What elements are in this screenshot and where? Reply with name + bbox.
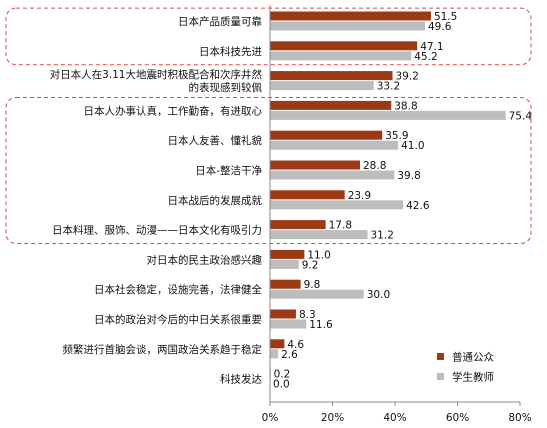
bar-public-11 (270, 339, 285, 349)
value-label-public-6: 23.9 (348, 190, 371, 202)
bar-public-7 (270, 220, 326, 230)
value-label-students-10: 11.6 (309, 319, 333, 331)
bar-public-0 (270, 11, 431, 21)
value-label-students-2: 33.2 (377, 81, 400, 93)
x-tick-label-3: 60% (446, 412, 469, 424)
x-axis: 0% 20% 40% 60% 80% (262, 5, 532, 424)
value-label-public-11: 4.6 (287, 339, 304, 351)
bar-public-3 (270, 100, 392, 110)
bar-students-5 (270, 170, 395, 180)
category-label-10: 日本的政治对今后的中日关系很重要 (94, 313, 262, 326)
category-label-7: 日本料理、服饰、动漫——日本文化有吸引力 (52, 224, 262, 237)
value-label-public-7: 17.8 (329, 220, 352, 232)
value-label-students-7: 31.2 (371, 230, 394, 242)
bar-students-3 (270, 110, 506, 120)
legend-label-0: 普通公众 (452, 351, 494, 364)
value-label-public-12: 0.2 (274, 369, 291, 381)
bar-public-1 (270, 41, 418, 51)
category-label-3: 日本人办事认真，工作勤奋，有进取心 (84, 104, 263, 117)
category-label-2-line-1: 的表现感到较佩 (189, 81, 263, 94)
bar-public-6 (270, 190, 345, 200)
value-label-students-5: 39.8 (397, 170, 420, 182)
value-label-students-11: 2.6 (281, 349, 298, 361)
x-tick-label-0: 0% (262, 412, 279, 424)
value-label-students-6: 42.6 (406, 200, 430, 212)
value-label-public-2: 39.2 (396, 71, 419, 83)
value-label-students-8: 9.2 (302, 259, 319, 271)
bar-students-9 (270, 289, 364, 299)
bar-public-4 (270, 130, 383, 140)
bar-students-8 (270, 259, 299, 269)
x-tick-label-1: 20% (321, 412, 344, 424)
bar-students-7 (270, 230, 368, 240)
bar-students-4 (270, 140, 399, 150)
highlight-box-0 (5, 7, 532, 66)
category-label-8: 对日本的民主政治感兴趣 (147, 253, 263, 266)
bar-students-11 (270, 349, 279, 359)
value-label-students-12: 0.0 (273, 379, 290, 391)
bar-students-1 (270, 51, 412, 61)
legend-swatch-0 (437, 353, 444, 360)
highlight-boxes (5, 7, 532, 244)
value-label-students-0: 49.6 (428, 21, 452, 33)
bar-students-2 (270, 81, 374, 91)
value-label-public-3: 38.8 (394, 100, 417, 112)
category-label-2-line-0: 对日本人在3.11大地震时积极配合和次序井然 (50, 68, 263, 81)
value-labels: 51.549.6 47.145.2 39.233.2 38.8 75.4 35.941.0… (273, 11, 532, 391)
value-label-public-0: 51.5 (434, 11, 457, 23)
value-label-public-5: 28.8 (363, 160, 386, 172)
category-label-5: 日本-整洁干净 (195, 164, 262, 177)
value-label-public-9: 9.8 (304, 279, 321, 291)
category-label-1: 日本科技先进 (199, 45, 262, 58)
legend-swatch-1 (437, 373, 444, 380)
value-label-public-8: 11.0 (307, 249, 330, 261)
bar-public-10 (270, 309, 296, 319)
highlight-box-1 (5, 97, 532, 244)
category-label-9: 日本社会稳定，设施完善，法律健全 (94, 283, 262, 296)
value-label-public-10: 8.3 (299, 309, 316, 321)
bar-students-6 (270, 200, 404, 210)
category-label-12: 科技发达 (220, 373, 262, 386)
bar-public-5 (270, 160, 360, 170)
bars-layer (270, 11, 506, 379)
category-label-4: 日本人友善、懂礼貌 (168, 134, 263, 147)
value-label-students-4: 41.0 (401, 140, 424, 152)
value-label-students-3: 75.4 (509, 110, 533, 122)
bar-public-9 (270, 279, 301, 289)
category-label-11: 频繁进行首脑会谈，两国政治关系趋于稳定 (63, 343, 263, 356)
value-label-public-1: 47.1 (420, 41, 443, 53)
category-label-0: 日本产品质量可靠 (178, 15, 262, 28)
category-label-6: 日本战后的发展成就 (168, 194, 263, 207)
bar-students-0 (270, 21, 425, 31)
category-labels: 日本产品质量可靠日本科技先进对日本人在3.11大地震时积极配合和次序井然的表现感… (50, 15, 263, 386)
bar-public-2 (270, 71, 393, 81)
value-label-students-9: 30.0 (367, 289, 390, 301)
value-label-public-4: 35.9 (385, 130, 408, 142)
x-tick-label-4: 80% (508, 412, 531, 424)
bar-public-8 (270, 249, 305, 259)
value-label-students-1: 45.2 (414, 51, 437, 63)
legend-label-1: 学生教师 (452, 371, 494, 384)
x-tick-label-2: 40% (383, 412, 406, 424)
bar-students-10 (270, 319, 307, 329)
